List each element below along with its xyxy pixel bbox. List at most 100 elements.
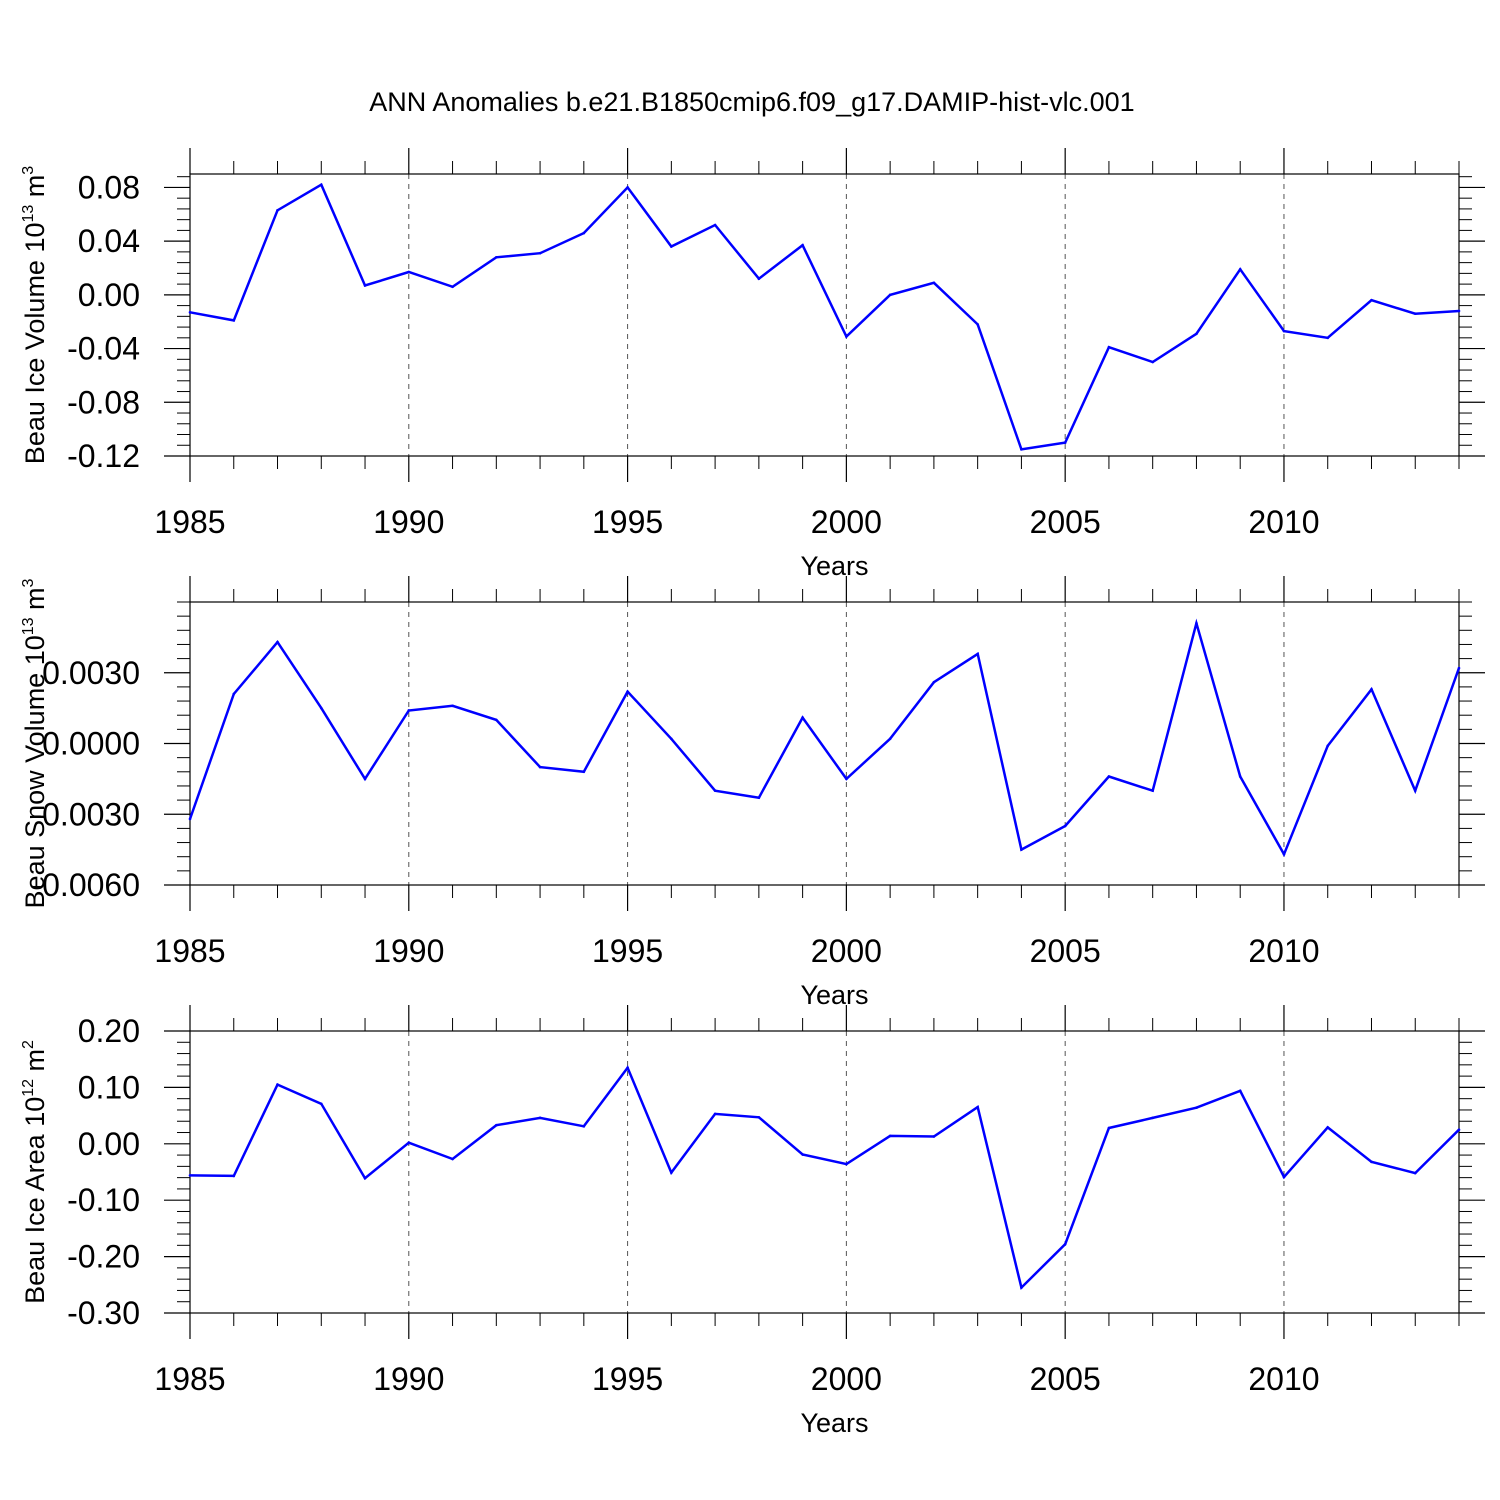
- data-point: [232, 692, 236, 696]
- data-point: [1238, 268, 1242, 271]
- data-point: [188, 311, 192, 314]
- x-axis-label: Years: [800, 980, 868, 1010]
- x-tick-label: 1990: [373, 1361, 444, 1397]
- data-point: [1282, 853, 1286, 856]
- x-tick-label: 1985: [154, 933, 225, 969]
- data-point: [1282, 1175, 1286, 1179]
- data-point: [1063, 1242, 1067, 1246]
- data-point: [1282, 329, 1286, 333]
- series-line: [189, 182, 1460, 451]
- x-tick-label: 2000: [811, 1361, 882, 1397]
- plot-frame: [189, 173, 1460, 457]
- data-point: [1370, 687, 1373, 691]
- data-point: [1020, 447, 1023, 451]
- data-point: [188, 1174, 192, 1177]
- data-point: [1020, 848, 1023, 851]
- data-point: [713, 789, 717, 792]
- data-point: [1151, 1116, 1154, 1120]
- data-point: [1413, 1171, 1417, 1175]
- data-point: [976, 323, 979, 326]
- data-point: [232, 1174, 236, 1178]
- plot-frame: [189, 601, 1460, 886]
- y-axis-label: Beau Ice Area 1012 m2: [20, 1040, 50, 1304]
- data-point: [1457, 309, 1461, 313]
- x-tick-label: 2010: [1248, 504, 1319, 540]
- data-point: [407, 1141, 411, 1144]
- data-point: [1107, 345, 1111, 349]
- x-tick-label: 1995: [592, 504, 663, 540]
- data-point: [1195, 332, 1198, 336]
- data-point: [801, 716, 804, 719]
- y-tick-label: 0.0030: [42, 655, 140, 691]
- data-point: [407, 270, 411, 274]
- y-tick-label: 0.04: [78, 223, 140, 259]
- data-point: [1238, 775, 1242, 778]
- data-point: [932, 680, 936, 684]
- plot-frame: [189, 1030, 1460, 1314]
- y-tick-label: 0.00: [78, 1126, 140, 1162]
- data-point: [276, 1083, 279, 1086]
- data-point: [582, 770, 586, 774]
- data-point: [626, 1066, 629, 1069]
- data-point: [888, 293, 892, 297]
- y-tick-label: -0.0030: [31, 796, 140, 832]
- data-point: [276, 640, 279, 644]
- data-point: [976, 1105, 979, 1109]
- data-point: [495, 718, 498, 722]
- figure-title: ANN Anomalies b.e21.B1850cmip6.f09_g17.D…: [369, 87, 1134, 117]
- data-point: [582, 231, 586, 235]
- data-point: [626, 186, 629, 189]
- series-line: [189, 1065, 1460, 1291]
- data-point: [845, 1162, 848, 1166]
- data-point: [1457, 1128, 1461, 1131]
- data-point: [1413, 789, 1417, 792]
- series-line: [188, 618, 1461, 858]
- x-tick-label: 2010: [1248, 933, 1319, 969]
- data-point: [1107, 1126, 1111, 1130]
- x-tick-label: 1985: [154, 504, 225, 540]
- x-tick-label: 2000: [811, 504, 882, 540]
- data-point: [538, 765, 542, 769]
- data-point: [932, 281, 936, 285]
- x-axis-label: Years: [800, 551, 868, 581]
- data-point: [1370, 1160, 1373, 1164]
- y-tick-label: 0.08: [78, 169, 140, 205]
- data-point: [1195, 1106, 1198, 1110]
- y-axis-label: Beau Ice Volume 1013 m3: [20, 166, 50, 464]
- data-point: [1457, 666, 1461, 670]
- y-axis-label: Beau Snow Volume 1013 m3: [20, 578, 50, 908]
- data-point: [582, 1125, 586, 1128]
- data-point: [976, 652, 979, 656]
- data-point: [319, 706, 323, 710]
- data-point: [713, 1112, 717, 1116]
- y-tick-label: 0.10: [78, 1069, 140, 1105]
- data-point: [451, 285, 454, 289]
- data-point: [1326, 744, 1330, 748]
- data-point: [232, 319, 236, 322]
- data-point: [801, 243, 804, 247]
- x-tick-label: 1990: [373, 504, 444, 540]
- y-tick-label: -0.0060: [31, 867, 140, 903]
- panel-2: 1985 1990 1995 2000 2005 2010 Years -0.0060 -0.0…: [20, 576, 1485, 1010]
- x-tick-label: 2005: [1030, 504, 1101, 540]
- x-tick-label: 1995: [592, 1361, 663, 1397]
- data-point: [495, 255, 498, 259]
- data-point: [538, 1116, 542, 1120]
- data-point: [670, 1171, 673, 1174]
- data-point: [538, 251, 542, 255]
- x-tick-label: 2005: [1030, 1361, 1101, 1397]
- x-tick-label: 2000: [811, 933, 882, 969]
- x-tick-label: 1985: [154, 1361, 225, 1397]
- data-point: [1370, 298, 1373, 302]
- data-point: [757, 1115, 761, 1119]
- data-point: [1326, 1126, 1330, 1129]
- data-point: [670, 737, 673, 741]
- x-tick-label: 2005: [1030, 933, 1101, 969]
- data-point: [845, 777, 848, 781]
- y-tick-label: 0.20: [78, 1013, 140, 1049]
- data-point: [1063, 441, 1067, 444]
- y-tick-label: 0.00: [78, 277, 140, 313]
- data-point: [888, 1134, 892, 1138]
- data-point: [932, 1135, 936, 1138]
- data-point: [757, 277, 761, 281]
